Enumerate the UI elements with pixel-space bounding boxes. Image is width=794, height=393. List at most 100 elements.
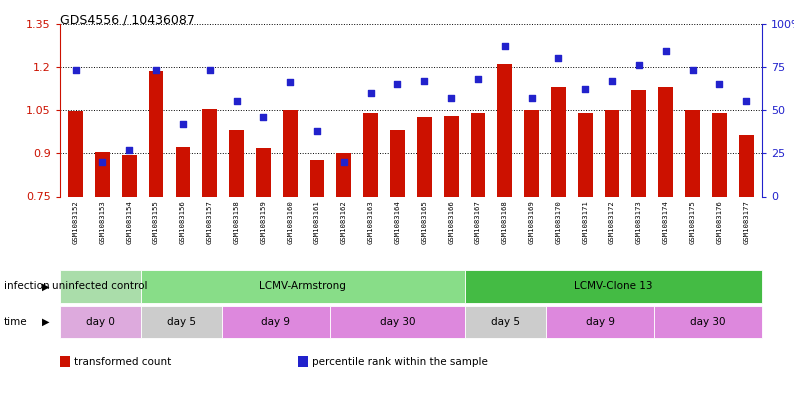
Text: GSM1083157: GSM1083157 [206, 200, 213, 244]
Bar [685, 110, 700, 196]
Point [257, 114, 270, 120]
Text: transformed count: transformed count [74, 356, 171, 367]
Point [606, 77, 619, 84]
Bar [122, 155, 137, 196]
Point [203, 67, 216, 73]
Text: GSM1083176: GSM1083176 [716, 200, 723, 244]
Text: day 9: day 9 [261, 317, 291, 327]
Bar [283, 110, 298, 196]
Bar [524, 110, 539, 196]
Bar [465, 270, 762, 303]
Point [633, 62, 646, 68]
Text: GSM1083166: GSM1083166 [448, 200, 454, 244]
Text: LCMV-Clone 13: LCMV-Clone 13 [574, 281, 653, 292]
Text: GSM1083154: GSM1083154 [126, 200, 133, 244]
Bar [546, 306, 654, 338]
Bar [712, 113, 727, 196]
Text: GDS4556 / 10436087: GDS4556 / 10436087 [60, 14, 195, 27]
Bar [605, 110, 619, 196]
Bar [330, 306, 465, 338]
Text: GSM1083172: GSM1083172 [609, 200, 615, 244]
Point [445, 95, 457, 101]
Text: GSM1083159: GSM1083159 [260, 200, 266, 244]
Text: GSM1083177: GSM1083177 [743, 200, 750, 244]
Text: GSM1083167: GSM1083167 [475, 200, 481, 244]
Point [659, 48, 672, 54]
Text: GSM1083162: GSM1083162 [341, 200, 347, 244]
Bar [60, 306, 141, 338]
Point [526, 95, 538, 101]
Bar [141, 270, 465, 303]
Text: ▶: ▶ [42, 281, 50, 292]
Point [230, 98, 243, 105]
Text: GSM1083173: GSM1083173 [636, 200, 642, 244]
Point [123, 147, 136, 153]
Bar [202, 108, 217, 196]
Text: day 0: day 0 [86, 317, 114, 327]
Text: GSM1083165: GSM1083165 [422, 200, 427, 244]
Bar [229, 130, 244, 196]
Bar [175, 147, 191, 196]
Text: GSM1083171: GSM1083171 [582, 200, 588, 244]
Point [713, 81, 726, 87]
Text: GSM1083153: GSM1083153 [99, 200, 106, 244]
Point [69, 67, 82, 73]
Point [96, 159, 109, 165]
Bar [390, 130, 405, 196]
Text: infection: infection [4, 281, 49, 292]
Text: GSM1083156: GSM1083156 [180, 200, 186, 244]
Text: GSM1083175: GSM1083175 [689, 200, 696, 244]
Point [283, 79, 296, 86]
Bar [631, 90, 646, 196]
Text: percentile rank within the sample: percentile rank within the sample [312, 356, 488, 367]
Bar [148, 71, 164, 196]
Text: day 5: day 5 [167, 317, 195, 327]
Text: GSM1083170: GSM1083170 [556, 200, 561, 244]
Text: day 30: day 30 [691, 317, 726, 327]
Text: GSM1083161: GSM1083161 [314, 200, 320, 244]
Text: day 30: day 30 [380, 317, 415, 327]
Point [176, 121, 189, 127]
Point [552, 55, 565, 61]
Point [579, 86, 592, 92]
Bar [551, 87, 566, 196]
Text: GSM1083155: GSM1083155 [153, 200, 159, 244]
Point [740, 98, 753, 105]
Text: GSM1083169: GSM1083169 [529, 200, 534, 244]
Point [310, 128, 323, 134]
Text: GSM1083163: GSM1083163 [368, 200, 374, 244]
Text: GSM1083160: GSM1083160 [287, 200, 293, 244]
Bar [658, 87, 673, 196]
Bar [465, 306, 546, 338]
Bar [578, 113, 592, 196]
Bar [654, 306, 762, 338]
Bar [471, 113, 485, 196]
Text: GSM1083164: GSM1083164 [395, 200, 400, 244]
Text: GSM1083152: GSM1083152 [72, 200, 79, 244]
Text: GSM1083168: GSM1083168 [502, 200, 508, 244]
Text: ▶: ▶ [42, 317, 50, 327]
Bar [68, 111, 83, 196]
Text: LCMV-Armstrong: LCMV-Armstrong [260, 281, 346, 292]
Text: uninfected control: uninfected control [52, 281, 148, 292]
Bar [60, 270, 141, 303]
Point [499, 43, 511, 49]
Point [472, 76, 484, 82]
Bar [364, 113, 378, 196]
Point [364, 90, 377, 96]
Bar [256, 147, 271, 196]
Bar [95, 152, 110, 196]
Bar [310, 160, 325, 196]
Text: GSM1083158: GSM1083158 [233, 200, 240, 244]
Bar [141, 306, 222, 338]
Bar [497, 64, 512, 196]
Bar [417, 117, 432, 196]
Bar [337, 153, 351, 196]
Text: time: time [4, 317, 28, 327]
Point [686, 67, 699, 73]
Point [150, 67, 163, 73]
Point [391, 81, 404, 87]
Bar [222, 306, 330, 338]
Bar [738, 136, 754, 196]
Text: day 9: day 9 [586, 317, 615, 327]
